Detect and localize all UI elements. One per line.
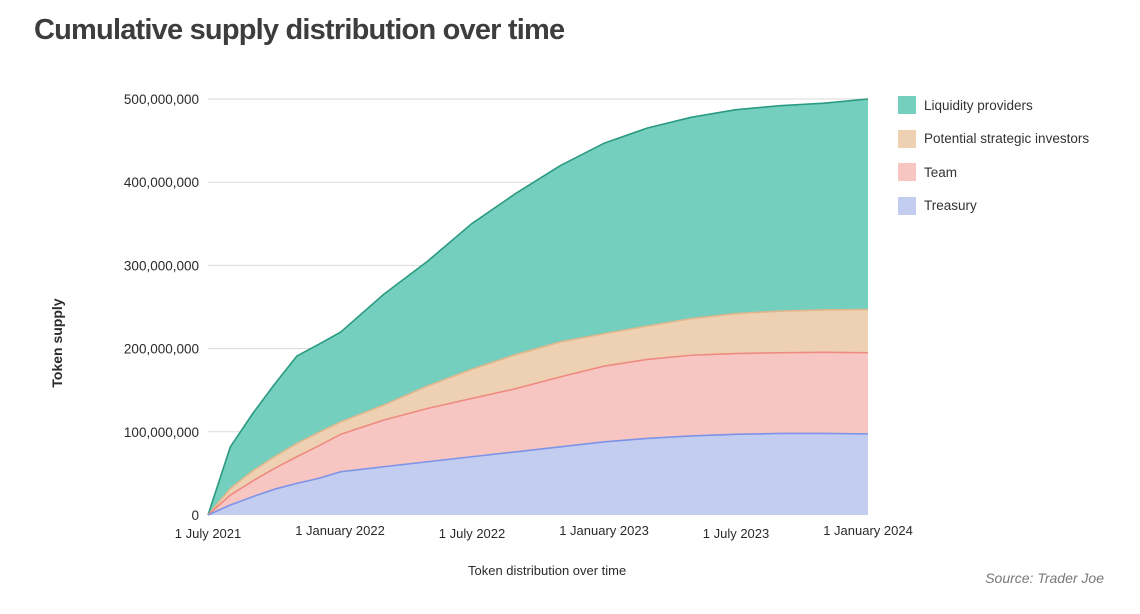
legend-label: Potential strategic investors <box>924 131 1090 146</box>
legend-swatch-potential-strategic-investors <box>898 129 916 148</box>
legend-label: Liquidity providers <box>924 97 1033 113</box>
y-tick-label: 0 <box>191 508 199 523</box>
x-tick-label: 1 January 2023 <box>559 523 649 538</box>
series-line-potential-strategic-investors <box>207 308 869 516</box>
area-layer <box>207 98 869 516</box>
legend-swatch-treasury <box>898 196 916 215</box>
x-tick-label: 1 July 2021 <box>175 526 242 541</box>
x-axis-label: Token distribution over time <box>468 563 627 578</box>
legend-item-liquidity-providers: Liquidity providers <box>898 96 1089 114</box>
source-note: Source: Trader Joe <box>985 570 1104 586</box>
y-tick-label: 500,000,000 <box>124 92 199 107</box>
y-tick-labels: 0 100,000,000 200,000,000 300,000,000 400,00… <box>124 92 199 523</box>
x-tick-label: 1 January 2022 <box>295 523 385 538</box>
y-tick-label: 100,000,000 <box>124 425 199 440</box>
y-axis-label: Token supply <box>49 298 65 387</box>
series-line-liquidity-providers <box>207 98 869 516</box>
x-tick-labels: 1 July 2021 1 January 2022 1 July 2022 1 Ja… <box>175 523 913 541</box>
x-tick-label: 1 January 2024 <box>823 523 913 538</box>
chart-title: Cumulative supply distribution over time <box>34 14 565 46</box>
area-treasury <box>208 433 868 515</box>
legend-swatch-liquidity-providers <box>898 96 916 114</box>
y-tick-label: 400,000,000 <box>124 175 199 190</box>
legend-item-potential-strategic-investors: Potential strategic investors <box>898 129 1090 148</box>
legend-label: Treasury <box>924 198 977 213</box>
legend-label: Team <box>924 164 958 180</box>
y-tick-label: 200,000,000 <box>124 342 199 357</box>
legend-item-team: Team <box>898 163 1089 181</box>
x-tick-label: 1 July 2023 <box>703 526 770 541</box>
series-line-team <box>207 351 869 516</box>
legend-swatch-team <box>898 163 916 181</box>
x-tick-label: 1 July 2022 <box>439 526 506 541</box>
legend: Liquidity providers Potential strategic … <box>898 96 1089 230</box>
y-tick-label: 300,000,000 <box>124 258 199 273</box>
series-line-treasury <box>207 432 869 516</box>
legend-item-treasury: Treasury <box>898 196 1089 215</box>
